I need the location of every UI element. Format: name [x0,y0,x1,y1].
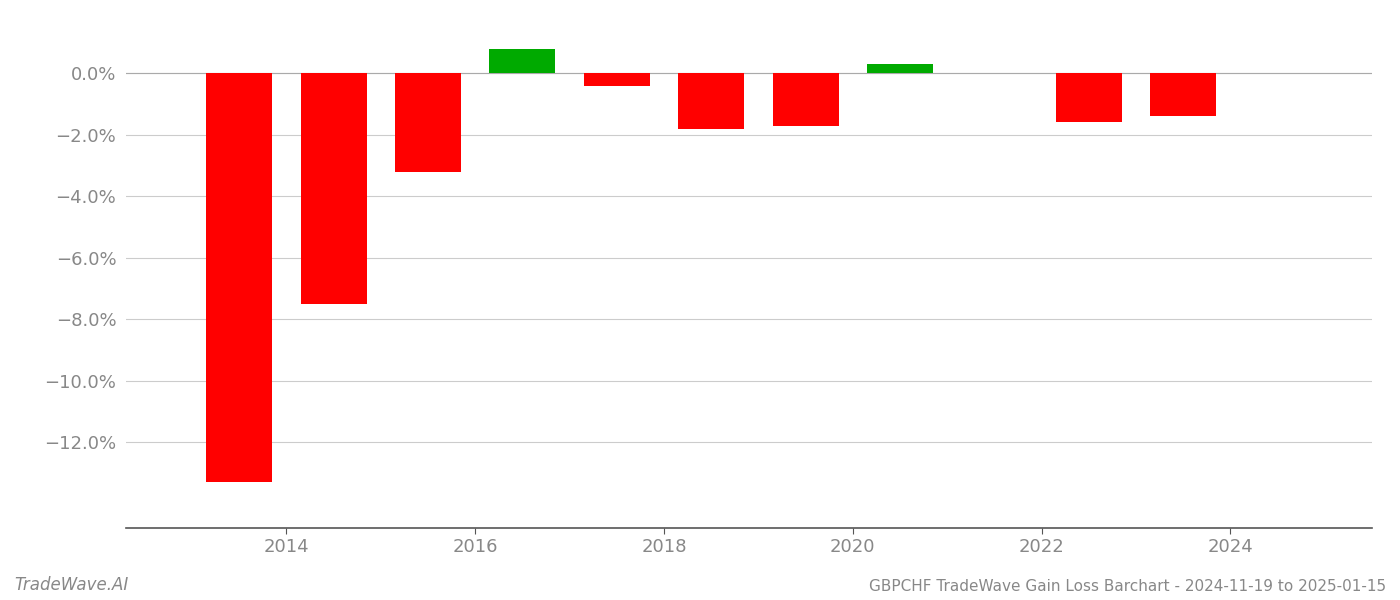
Text: GBPCHF TradeWave Gain Loss Barchart - 2024-11-19 to 2025-01-15: GBPCHF TradeWave Gain Loss Barchart - 20… [869,579,1386,594]
Bar [678,73,745,128]
Bar [490,49,556,73]
Bar [395,73,461,172]
Bar [1056,73,1121,122]
Bar [206,73,273,482]
Bar [867,64,932,73]
Bar [584,73,650,86]
Text: TradeWave.AI: TradeWave.AI [14,576,129,594]
Bar [773,73,839,125]
Bar [301,73,367,304]
Bar [1151,73,1217,116]
